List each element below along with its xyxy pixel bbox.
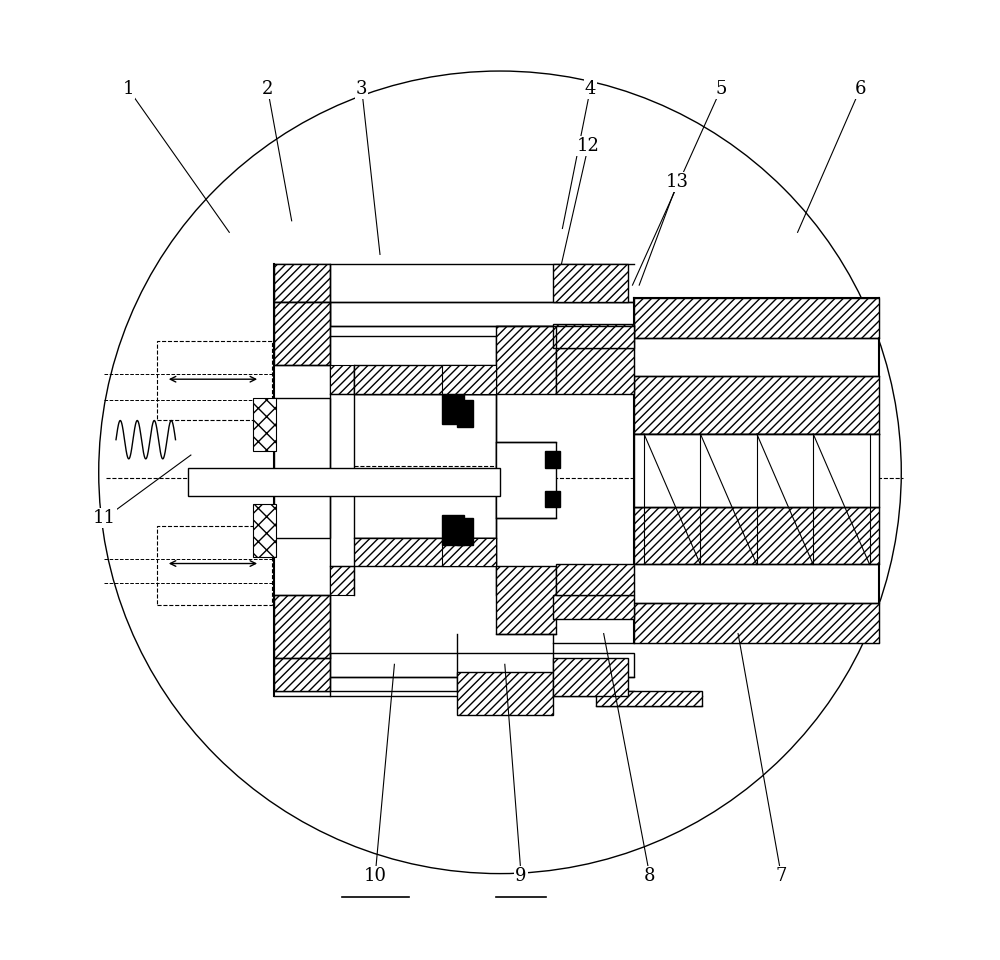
Bar (634, 376, 879, 434)
Bar (457, 672, 553, 715)
Text: 11: 11 (93, 510, 116, 527)
Bar (274, 302, 330, 326)
Bar (442, 365, 496, 394)
Text: 9: 9 (515, 867, 527, 884)
Bar (553, 264, 628, 302)
Bar (274, 595, 330, 658)
Bar (274, 302, 634, 326)
Bar (556, 564, 634, 595)
Bar (157, 526, 272, 605)
Text: 3: 3 (356, 81, 368, 98)
Bar (274, 398, 330, 538)
Bar (496, 326, 556, 394)
Text: 2: 2 (262, 81, 273, 98)
Bar (253, 398, 276, 451)
Bar (457, 518, 473, 545)
Bar (442, 394, 464, 424)
Bar (553, 324, 634, 348)
Bar (442, 538, 496, 566)
Bar (274, 653, 634, 677)
Bar (496, 442, 556, 518)
Bar (553, 595, 634, 619)
Bar (274, 653, 330, 691)
Text: 1: 1 (123, 81, 134, 98)
Text: 5: 5 (715, 81, 726, 98)
Text: 6: 6 (854, 81, 866, 98)
Text: 12: 12 (577, 137, 600, 155)
Bar (545, 491, 560, 507)
Text: 8: 8 (644, 867, 656, 884)
Bar (553, 658, 628, 696)
Bar (634, 298, 879, 338)
Bar (634, 434, 879, 507)
Bar (188, 468, 500, 496)
Bar (496, 566, 556, 634)
Bar (274, 302, 330, 365)
Bar (274, 264, 330, 302)
Bar (556, 348, 634, 394)
Bar (330, 566, 354, 595)
Bar (634, 507, 879, 564)
Bar (157, 341, 272, 420)
Text: 7: 7 (776, 867, 787, 884)
Bar (253, 504, 276, 557)
Bar (556, 326, 634, 348)
Bar (634, 603, 879, 643)
Bar (596, 691, 702, 706)
Bar (545, 451, 560, 468)
Bar (442, 515, 464, 545)
Bar (330, 365, 354, 394)
Text: 13: 13 (666, 174, 689, 191)
Text: 10: 10 (364, 867, 387, 884)
Bar (354, 365, 496, 394)
Bar (354, 538, 496, 566)
Text: 4: 4 (585, 81, 596, 98)
Bar (354, 394, 496, 538)
Bar (457, 400, 473, 427)
